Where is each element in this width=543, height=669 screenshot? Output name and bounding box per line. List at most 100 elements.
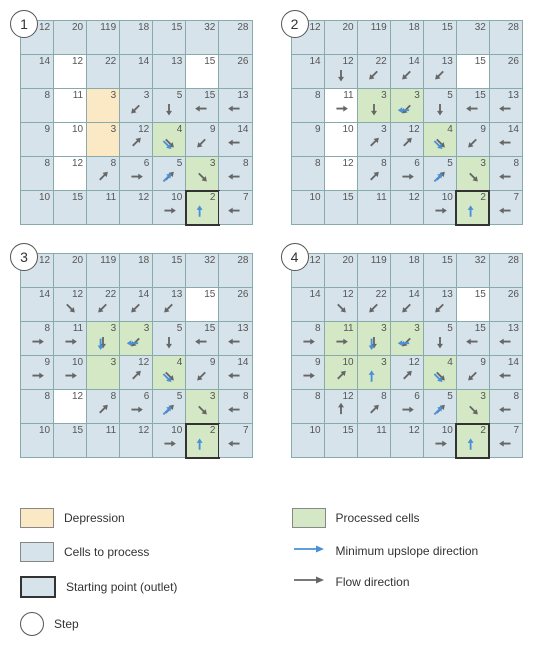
step-circle: 1 xyxy=(10,10,38,38)
legend-item: Minimum upslope direction xyxy=(292,542,524,559)
flow-arrow xyxy=(161,436,177,452)
flow-arrow xyxy=(95,334,111,350)
cell-value: 6 xyxy=(414,158,420,169)
grid-cell: 14 xyxy=(21,55,54,89)
cell-value: 9 xyxy=(480,357,486,368)
grid-cell: 8 xyxy=(291,157,324,191)
cell-value: 6 xyxy=(144,158,150,169)
flow-arrow xyxy=(227,402,243,418)
flow-arrow xyxy=(29,368,45,384)
cell-value: 10 xyxy=(72,357,83,368)
grid-cell: 15 xyxy=(186,89,219,123)
cell-value: 9 xyxy=(210,124,216,135)
grid-cell: 15 xyxy=(153,21,186,55)
cell-value: 13 xyxy=(171,289,182,300)
grid-cell: 10 xyxy=(54,123,87,157)
cell-value: 32 xyxy=(475,255,486,266)
grid-cell: 8 xyxy=(291,89,324,123)
grid-cell: 5 xyxy=(153,390,186,424)
legend: DepressionCells to processStarting point… xyxy=(20,508,523,636)
cell-value: 4 xyxy=(447,124,453,135)
cell-value: 11 xyxy=(376,192,386,203)
cell-value: 12 xyxy=(309,255,320,266)
flow-arrow xyxy=(399,169,415,185)
cell-value: 12 xyxy=(409,425,420,436)
grid-cell: 15 xyxy=(186,322,219,356)
cell-value: 3 xyxy=(144,90,150,101)
grid-cell: 10 xyxy=(324,123,357,157)
flow-arrow xyxy=(498,101,514,117)
cell-value: 11 xyxy=(343,90,353,101)
cell-value: 11 xyxy=(106,192,116,203)
cell-value: 6 xyxy=(144,391,150,402)
flow-arrow xyxy=(29,334,45,350)
grid-cell: 12 xyxy=(324,390,357,424)
grid-cell: 22 xyxy=(357,288,390,322)
grid-cell: 14 xyxy=(390,288,423,322)
flow-arrow xyxy=(194,101,210,117)
cell-value: 10 xyxy=(442,192,453,203)
cell-value: 32 xyxy=(475,22,486,33)
grid-cell: 12 xyxy=(120,424,153,458)
cell-value: 3 xyxy=(381,323,387,334)
grid-cell: 13 xyxy=(423,55,456,89)
cell-value: 8 xyxy=(243,158,249,169)
cell-value: 8 xyxy=(111,391,117,402)
flow-arrow xyxy=(498,436,514,452)
grid-cell: 15 xyxy=(456,288,489,322)
grid-panels: 11220119181532281412221413152681133 5 15… xyxy=(20,20,523,458)
cell-value: 7 xyxy=(243,192,249,203)
legend-label: Minimum upslope direction xyxy=(336,544,479,558)
grid-cell: 13 xyxy=(219,322,252,356)
grid-cell: 10 xyxy=(153,191,186,225)
flow-arrow xyxy=(227,169,243,185)
grid-table: 1220119181532281412221413152681133 5 15 … xyxy=(20,20,253,225)
grid-cell: 12 xyxy=(390,356,423,390)
cell-value: 12 xyxy=(409,124,420,135)
grid-cell: 15 xyxy=(186,288,219,322)
grid-cell: 6 xyxy=(390,157,423,191)
grid-cell: 2 xyxy=(186,191,219,225)
grid-cell: 8 xyxy=(87,390,120,424)
cell-value: 3 xyxy=(144,323,150,334)
grid-cell: 15 xyxy=(54,424,87,458)
grid-panel-step-1: 11220119181532281412221413152681133 5 15… xyxy=(20,20,253,225)
cell-value: 3 xyxy=(111,124,117,135)
grid-cell: 8 xyxy=(291,322,324,356)
flow-arrow xyxy=(161,101,177,117)
legend-arrow-icon xyxy=(292,542,326,559)
cell-value: 13 xyxy=(237,90,248,101)
upslope-arrow xyxy=(363,369,379,385)
grid-cell: 12 xyxy=(54,288,87,322)
grid-cell: 20 xyxy=(324,21,357,55)
cell-value: 14 xyxy=(237,357,248,368)
grid-cell: 28 xyxy=(219,254,252,288)
grid-cell: 14 xyxy=(120,55,153,89)
cell-value: 10 xyxy=(309,425,320,436)
cell-value: 12 xyxy=(138,124,149,135)
cell-value: 119 xyxy=(371,22,387,33)
cell-value: 14 xyxy=(138,56,149,67)
grid-cell: 5 xyxy=(423,390,456,424)
cell-value: 15 xyxy=(171,255,182,266)
cell-value: 9 xyxy=(315,357,321,368)
flow-arrow xyxy=(498,203,514,219)
grid-table: 1220119181532281412 22 14 13 1526811 3 3… xyxy=(291,20,524,225)
cell-value: 15 xyxy=(442,255,453,266)
grid-cell: 15 xyxy=(324,424,357,458)
cell-value: 20 xyxy=(72,255,83,266)
cell-value: 3 xyxy=(111,357,117,368)
grid-cell: 8 xyxy=(291,390,324,424)
grid-cell: 20 xyxy=(54,254,87,288)
cell-value: 3 xyxy=(210,391,216,402)
cell-value: 11 xyxy=(106,425,116,436)
cell-value: 28 xyxy=(237,22,248,33)
grid-cell: 10 xyxy=(54,356,87,390)
cell-value: 9 xyxy=(45,124,51,135)
grid-cell: 10 xyxy=(423,191,456,225)
cell-value: 15 xyxy=(204,289,215,300)
grid-panel-step-2: 21220119181532281412 22 14 13 1526811 3 … xyxy=(291,20,524,225)
cell-value: 10 xyxy=(39,192,50,203)
flow-arrow xyxy=(227,135,243,151)
grid-cell: 20 xyxy=(54,21,87,55)
